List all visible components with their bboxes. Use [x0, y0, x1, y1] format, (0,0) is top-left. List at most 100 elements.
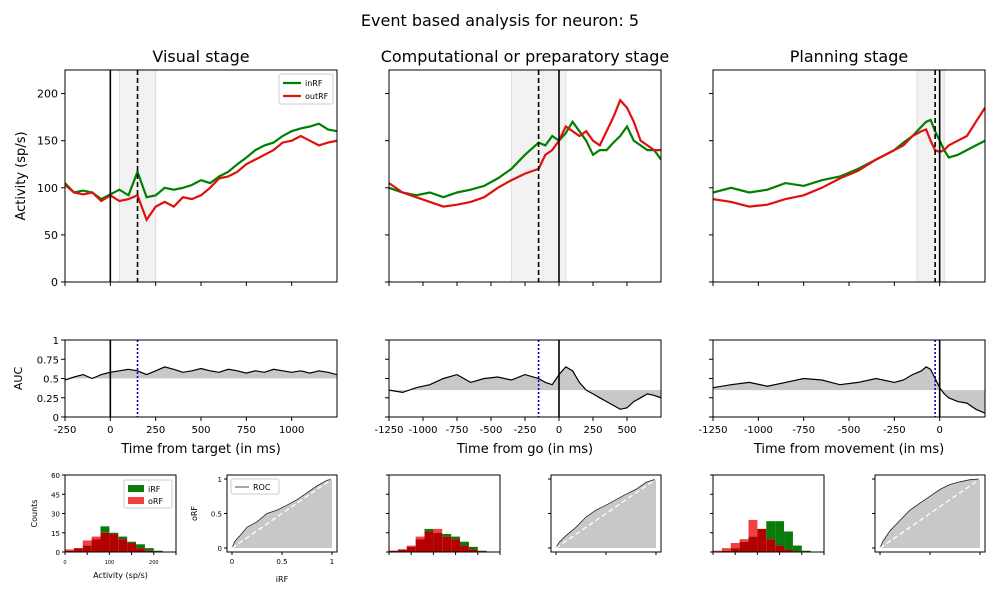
visual-hist-bar-overlap: [136, 548, 145, 552]
comp-auc-xlabel: Time from go (in ms): [456, 442, 593, 457]
plan-hist-bar-oRF: [739, 539, 749, 542]
visual-roc-xtick-label: 0: [230, 558, 234, 566]
visual-hist-bar-iRF: [144, 548, 154, 551]
comp-auc-xtick-label: 250: [583, 425, 602, 436]
comp-auc-xtick-label: 0: [556, 425, 562, 436]
visual-hist-xtick-label: 200: [149, 560, 159, 566]
visual-hist-bar-overlap: [65, 550, 74, 552]
comp-hist-bar-oRF: [406, 545, 416, 547]
comp-auc-auc-line: [389, 366, 661, 410]
plan-auc-frame: [712, 339, 986, 418]
visual-activity-title: Visual stage: [152, 47, 249, 66]
comp-activity-series-inRF: [389, 119, 661, 199]
visual-hist-ytick-label: 45: [51, 491, 60, 499]
comp-hist-bar-overlap: [451, 539, 461, 552]
comp-hist-bar-overlap: [424, 531, 434, 552]
visual-hist-xtick-label: 0: [63, 560, 66, 566]
plan-auc-xtick-label: -750: [792, 425, 815, 436]
visual-activity-ytick-label: 150: [37, 135, 58, 148]
comp-auc-xtick-label: -1250: [374, 425, 403, 436]
visual-hist-legend-label-oRF: oRF: [148, 497, 163, 506]
plan-auc-auc-line: [713, 366, 985, 414]
plan-auc-xtick-label: -250: [883, 425, 906, 436]
visual-hist-legend-label-iRF: iRF: [148, 485, 161, 494]
visual-auc-xtick-label: 1000: [279, 425, 304, 436]
comp-auc-area: [389, 366, 661, 410]
visual-activity-ylabel: Activity (sp/s): [14, 131, 29, 220]
plan-hist-bar-oRF: [721, 548, 731, 551]
visual-hist-bar-iRF: [109, 532, 119, 535]
visual-roc-xtick-label: 1: [330, 558, 334, 566]
comp-auc-xtick-label: -500: [480, 425, 503, 436]
plan-auc-xtick-label: -1250: [698, 425, 727, 436]
visual-activity-ytick-label: 200: [37, 88, 58, 101]
visual-hist-bar-overlap: [100, 532, 110, 552]
comp-hist-bar-iRF: [460, 541, 469, 546]
comp-hist-bar-iRF: [477, 550, 487, 552]
visual-hist-bar-iRF: [136, 544, 145, 549]
visual-hist-bar-overlap: [82, 545, 92, 552]
visual-auc-xtick-label: 750: [237, 425, 256, 436]
comp-activity-series-outRF: [389, 98, 661, 208]
visual-auc-xlabel: Time from target (in ms): [120, 442, 281, 457]
visual-auc-xtick-label: 250: [146, 425, 165, 436]
visual-hist-bar-overlap: [144, 550, 154, 552]
figure-suptitle: Event based analysis for neuron: 5: [361, 11, 639, 30]
visual-activity-series-outRF: [65, 134, 337, 223]
visual-roc-legend-label: ROC: [253, 483, 271, 492]
plan-hist-bar-iRF: [784, 531, 793, 550]
comp-auc-xtick-label: 500: [617, 425, 636, 436]
plan-hist-bar-iRF: [766, 521, 776, 540]
visual-hist-bar-oRF: [65, 549, 74, 551]
comp-hist-bar-iRF: [442, 534, 452, 537]
plan-activity-title: Planning stage: [790, 47, 908, 66]
visual-hist-bar-iRF: [118, 536, 128, 540]
visual-auc-xtick-label: 0: [107, 425, 113, 436]
visual-roc-ylabel: oRF: [190, 506, 199, 521]
visual-roc-xtick-label: 0.5: [276, 558, 287, 566]
plan-hist-bar-overlap: [739, 541, 749, 552]
visual-hist-bar-oRF: [91, 536, 101, 540]
visual-hist-bar-oRF: [82, 540, 92, 546]
comp-hist-bar-oRF: [415, 536, 425, 540]
comp-roc-roc-line: [555, 478, 657, 549]
visual-activity-ytick-label: 0: [51, 276, 58, 289]
visual-roc-ytick-label: 1: [218, 476, 222, 484]
visual-hist-bar-overlap: [109, 534, 119, 552]
plan-auc-xlabel: Time from movement (in ms): [753, 442, 944, 457]
visual-roc-xlabel: iRF: [276, 575, 289, 584]
visual-hist-ytick-label: 60: [51, 472, 60, 480]
plan-hist-bar-overlap: [721, 550, 731, 552]
visual-hist-bar-overlap: [127, 543, 137, 552]
visual-hist-ytick-label: 15: [51, 530, 60, 538]
visual-auc-xtick-label: -250: [54, 425, 77, 436]
visual-hist-xtick-label: 100: [105, 560, 115, 566]
comp-hist-bar-oRF: [433, 528, 443, 533]
comp-hist-bar-iRF: [424, 528, 434, 532]
comp-hist-bar-overlap: [460, 545, 469, 552]
comp-hist-bar-overlap: [433, 532, 443, 552]
visual-auc-ylabel: AUC: [12, 367, 25, 391]
plan-auc-xtick-label: -500: [838, 425, 861, 436]
plan-hist-bar-oRF: [748, 519, 758, 537]
plan-hist-bar-overlap: [784, 549, 793, 552]
visual-hist-ytick-label: 30: [51, 511, 60, 519]
visual-activity-series-inRF: [65, 122, 337, 201]
comp-hist-bar-overlap: [406, 546, 416, 552]
comp-hist-bar-overlap: [397, 549, 407, 552]
visual-activity-ytick-label: 50: [44, 229, 58, 242]
visual-auc-ytick-label: 1: [53, 336, 59, 347]
comp-activity-title: Computational or preparatory stage: [381, 47, 670, 66]
comp-roc-chance-line: [555, 478, 657, 549]
visual-auc-ytick-label: 0: [53, 413, 59, 424]
visual-auc-ytick-label: 0.5: [43, 375, 59, 386]
plan-hist-bar-iRF: [801, 550, 811, 552]
visual-activity-legend-label-outRF: outRF: [305, 92, 329, 101]
comp-auc-xtick-label: -1000: [408, 425, 437, 436]
visual-hist-ytick-label: 0: [56, 549, 60, 557]
plan-hist-bar-overlap: [757, 528, 767, 552]
visual-activity-legend-label-inRF: inRF: [305, 79, 323, 88]
comp-hist-bar-iRF: [451, 536, 461, 540]
comp-hist-bar-iRF: [468, 546, 478, 550]
